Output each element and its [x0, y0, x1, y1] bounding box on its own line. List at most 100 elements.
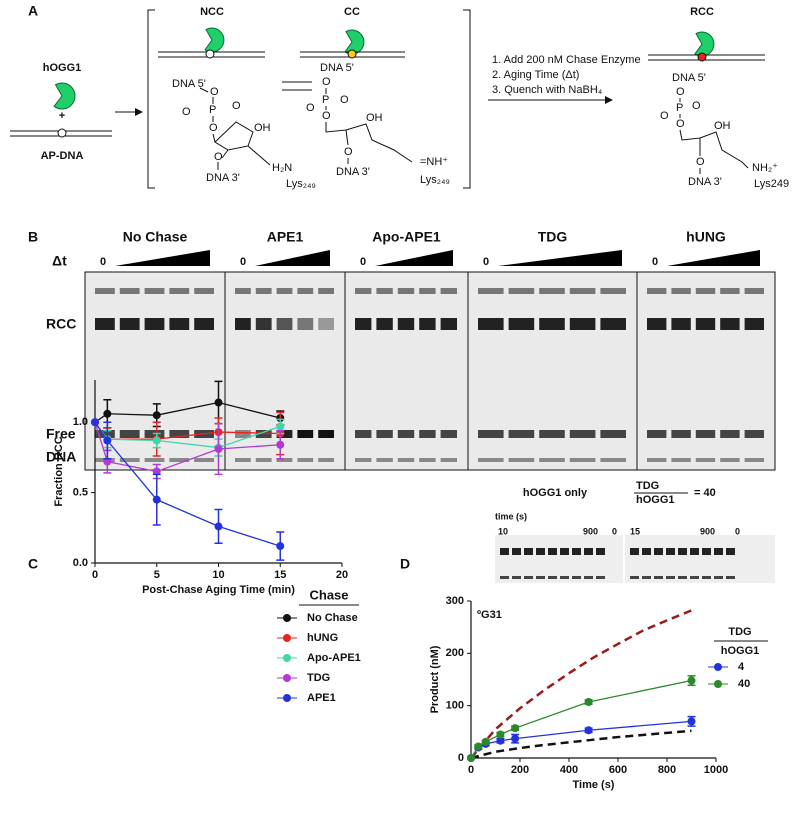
band [318, 430, 334, 438]
band [600, 288, 626, 294]
point [481, 737, 490, 746]
ap-site [57, 128, 67, 138]
band [596, 576, 605, 579]
chem-label: DNA 5' [172, 78, 206, 90]
time-ramp [255, 250, 330, 266]
chem-bond [199, 87, 271, 170]
band [666, 576, 675, 579]
band [194, 288, 214, 294]
rcc-title: RCC [690, 6, 714, 18]
series-line [470, 609, 692, 759]
time-label: 0 [612, 526, 617, 536]
zero-label: 0 [483, 256, 489, 268]
band [169, 318, 190, 330]
band [512, 576, 521, 579]
delta-label: Δt [52, 253, 67, 269]
point [214, 444, 223, 453]
band [95, 318, 115, 330]
band [560, 548, 569, 555]
band [744, 288, 764, 294]
ratio-numerator: TDG [636, 480, 659, 492]
band [539, 430, 565, 438]
band [169, 430, 190, 438]
band [318, 318, 334, 330]
band [720, 288, 740, 294]
band [440, 288, 457, 294]
band [671, 318, 691, 330]
chem-label: P [676, 102, 683, 114]
band [600, 458, 626, 462]
band [726, 576, 735, 579]
point [687, 717, 696, 726]
band [647, 318, 667, 330]
zero-label: 0 [360, 256, 366, 268]
band [695, 458, 716, 462]
legend-marker [714, 663, 722, 671]
band [508, 458, 535, 462]
band [419, 430, 436, 438]
band [569, 288, 596, 294]
band [524, 548, 533, 555]
band [144, 318, 165, 330]
enzyme-label: hOGG1 [43, 62, 82, 74]
band [255, 318, 272, 330]
band-label: Free [46, 426, 76, 442]
y-tick-label: 300 [446, 595, 464, 607]
band [95, 288, 115, 294]
band [569, 430, 596, 438]
band [536, 576, 545, 579]
chem-label: O [322, 76, 331, 88]
y-tick-label: 0.5 [73, 487, 88, 499]
point [152, 495, 161, 504]
plus: + [59, 110, 65, 122]
legend-marker [283, 634, 291, 642]
step: 3. Quench with NaBH₄ [492, 84, 603, 96]
band [440, 430, 457, 438]
point [152, 411, 161, 420]
bracket [463, 9, 471, 189]
band [654, 548, 663, 555]
chem-label: DNA 5' [672, 72, 706, 84]
band [119, 288, 140, 294]
chem-label: =NH⁺ [420, 156, 448, 168]
band [235, 318, 251, 330]
band [297, 318, 314, 330]
step: 1. Add 200 nM Chase Enzyme [492, 54, 641, 66]
x-tick-label: 5 [154, 569, 160, 581]
band [695, 430, 716, 438]
band [194, 318, 214, 330]
chem-label: OH [366, 112, 383, 124]
y-tick-label: 0 [458, 752, 464, 764]
ap-site [205, 49, 215, 59]
band [690, 576, 699, 579]
panel-letter: D [400, 556, 410, 572]
band [714, 576, 723, 579]
band [671, 288, 691, 294]
point [152, 467, 161, 476]
band [235, 430, 251, 438]
band [397, 430, 415, 438]
chem-label: H₂N [272, 162, 292, 174]
ratio-value: = 40 [694, 487, 716, 499]
chem-label: Lys₂₄₉ [286, 178, 316, 190]
chem-label: O [692, 100, 701, 112]
legend-title: TDG [728, 626, 751, 638]
band [654, 576, 663, 579]
chem-bond [325, 88, 413, 164]
band [376, 318, 393, 330]
band [690, 548, 699, 555]
band [744, 458, 764, 462]
time-ramp [375, 250, 453, 266]
y-tick-label: 200 [446, 647, 464, 659]
band [318, 288, 334, 294]
gel [636, 271, 776, 471]
legend-label: TDG [307, 672, 330, 684]
point [276, 440, 285, 449]
x-axis-label: Time (s) [573, 779, 615, 791]
band [297, 288, 314, 294]
band [508, 430, 535, 438]
band [536, 548, 545, 555]
enzyme-icon [53, 82, 76, 110]
band [276, 288, 293, 294]
band [539, 458, 565, 462]
